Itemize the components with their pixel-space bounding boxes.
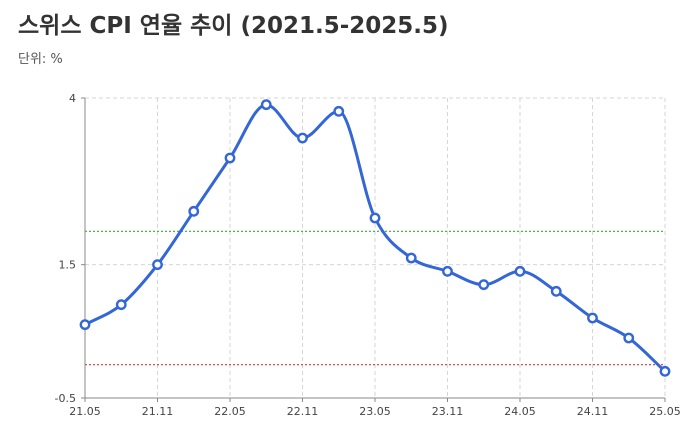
y-tick-label: 1.5: [59, 259, 77, 272]
series-lines: [84, 103, 667, 373]
x-tick-label: 22.11: [287, 405, 319, 418]
data-point: [224, 152, 236, 164]
data-point: [297, 132, 308, 144]
data-point: [550, 285, 562, 297]
data-point: [79, 319, 91, 331]
data-point: [260, 99, 272, 111]
data-point: [659, 365, 671, 377]
x-tick-label: 24.11: [577, 405, 609, 418]
y-tick-label: 4: [69, 92, 76, 105]
x-tick-label: 21.05: [69, 405, 101, 418]
unit-label: 단위: %: [18, 52, 63, 67]
data-point: [514, 265, 526, 277]
x-tick-label: 21.11: [142, 405, 174, 418]
tick-labels: 21.05 21.11 22.05 22.11 23.05 23.11 24.05 24.11…: [55, 92, 680, 418]
x-tick-label: 23.05: [359, 405, 391, 418]
data-point: [405, 252, 417, 264]
x-tick-label: 23.11: [432, 405, 464, 418]
data-point: [442, 265, 453, 277]
grid-lines: [84, 97, 666, 399]
x-tick-label: 25.05: [649, 405, 680, 418]
data-point: [188, 205, 200, 217]
data-point: [623, 332, 635, 344]
data-point: [478, 279, 490, 291]
x-tick-label: 22.05: [214, 405, 246, 418]
y-tick-label: -0.5: [55, 392, 76, 405]
x-tick-label: 24.05: [504, 405, 536, 418]
data-point: [115, 299, 127, 311]
series-line: [84, 103, 667, 373]
data-point: [333, 105, 345, 117]
data-point: [152, 259, 163, 271]
data-point: [369, 212, 381, 224]
data-points: [79, 99, 671, 377]
axes: [81, 97, 666, 402]
chart-title: 스위스 CPI 연율 추이 (2021.5-2025.5): [18, 13, 449, 39]
data-point: [587, 312, 598, 324]
